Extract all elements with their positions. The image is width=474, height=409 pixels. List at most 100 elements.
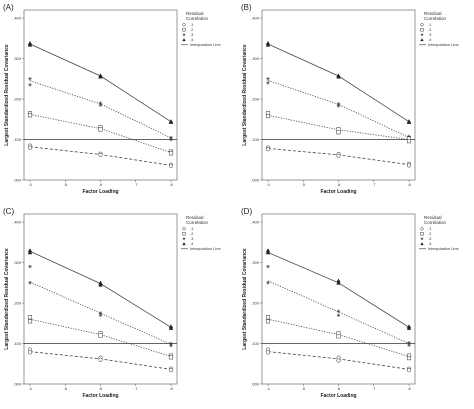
y-tick-label: .000	[13, 178, 22, 183]
y-axis-label: Largest Standardized Residual Covariance	[242, 248, 248, 350]
legend-item: .2	[428, 27, 432, 32]
data-point-star	[98, 313, 103, 317]
data-point-square	[265, 319, 271, 324]
data-point-star	[336, 309, 341, 313]
series-line-4	[267, 43, 410, 123]
data-point-star	[98, 103, 103, 107]
legend-marker-star	[420, 237, 424, 241]
data-point-triangle	[98, 73, 103, 78]
legend-item: .2	[428, 231, 432, 236]
panel-title: (B)	[241, 3, 252, 12]
data-point-circle	[265, 350, 271, 355]
panel-title: (C)	[3, 207, 14, 216]
legend-marker-square	[420, 232, 424, 236]
y-tick-label: .100	[13, 341, 22, 346]
data-point-star	[266, 77, 270, 81]
y-tick-label: .100	[251, 341, 260, 346]
series-line-3	[29, 281, 172, 345]
legend-item: Interpolation Line	[190, 246, 221, 251]
data-point-circle	[98, 152, 103, 157]
y-tick-label: .000	[13, 382, 22, 387]
legend-marker-square	[420, 28, 424, 32]
data-point-triangle	[168, 325, 174, 330]
data-point-square	[336, 130, 341, 135]
series-line-2	[267, 114, 410, 140]
x-axis-label: Factor Loading	[320, 393, 356, 399]
data-point-triangle	[27, 248, 33, 253]
y-tick-label: .200	[251, 97, 260, 102]
legend-marker-circle	[182, 227, 186, 231]
y-tick-label: .300	[251, 260, 260, 265]
data-point-star	[28, 281, 32, 285]
y-tick-label: .400	[13, 16, 22, 21]
legend-item: .3	[428, 236, 432, 241]
x-tick-label: .8	[407, 386, 411, 391]
y-axis-label: Largest Standardized Residual Covariance	[4, 248, 10, 350]
data-point-circle	[406, 163, 412, 168]
x-tick-label: .6	[337, 386, 341, 391]
data-point-triangle	[336, 73, 341, 78]
data-point-circle	[98, 357, 103, 362]
y-tick-label: .400	[13, 220, 22, 225]
panel-title: (A)	[3, 3, 14, 12]
data-point-square	[265, 113, 271, 119]
x-tick-label: .5	[64, 386, 68, 391]
x-tick-label: .8	[169, 182, 173, 187]
data-point-star	[266, 281, 270, 285]
data-point-square	[406, 139, 412, 144]
x-tick-label: .4	[28, 386, 32, 391]
data-point-square	[98, 127, 103, 132]
legend-item: Interpolation Line	[428, 246, 459, 251]
legend-marker-star	[182, 33, 186, 37]
legend-title-line: Correlation	[186, 220, 209, 225]
y-tick-label: .300	[13, 260, 22, 265]
data-point-star	[266, 264, 270, 269]
legend-item: .3	[190, 236, 194, 241]
legend-marker-circle	[182, 23, 186, 27]
data-point-circle	[336, 358, 341, 363]
data-point-star	[28, 83, 32, 87]
panel-title: (D)	[241, 207, 252, 216]
y-tick-label: .400	[251, 16, 260, 21]
y-tick-label: .400	[251, 220, 260, 225]
series-line-2	[29, 318, 172, 357]
data-point-star	[336, 104, 341, 108]
y-tick-label: .300	[251, 56, 260, 61]
y-tick-label: .200	[13, 301, 22, 306]
x-tick-label: .6	[99, 182, 103, 187]
legend-marker-circle	[420, 23, 424, 27]
legend-marker-triangle	[182, 38, 186, 42]
legend-title-line: Residual	[186, 215, 204, 220]
legend-item: .3	[428, 32, 432, 37]
legend-title-line: Correlation	[424, 16, 447, 21]
x-tick-label: .7	[372, 182, 376, 187]
y-tick-label: .100	[13, 137, 22, 142]
legend-item: .1	[428, 226, 432, 231]
series-line-3	[267, 280, 410, 344]
legend-item: .1	[190, 226, 194, 231]
legend-title-line: Correlation	[186, 16, 209, 21]
data-point-star	[28, 77, 32, 81]
data-point-triangle	[406, 325, 412, 330]
legend-marker-circle	[420, 227, 424, 231]
x-tick-label: .7	[134, 386, 138, 391]
data-point-triangle	[168, 119, 174, 124]
data-point-circle	[336, 153, 341, 158]
data-point-triangle	[265, 250, 271, 255]
x-tick-label: .5	[302, 386, 306, 391]
data-point-star	[98, 101, 103, 105]
legend-marker-square	[182, 28, 186, 32]
data-point-square	[27, 315, 33, 320]
series-line-4	[29, 43, 172, 123]
x-tick-label: .5	[302, 182, 306, 187]
data-point-circle	[406, 368, 412, 373]
data-point-circle	[27, 145, 33, 150]
y-tick-label: .000	[251, 178, 260, 183]
y-axis-label: Largest Standardized Residual Covariance	[4, 44, 10, 146]
chart-panel-2: (B) .000 .100 .200 .300 .400 .4 .5 .6 .7 .8 Factor …	[241, 3, 459, 195]
data-point-triangle	[406, 119, 412, 124]
legend-item: .1	[428, 22, 432, 27]
data-point-square	[265, 315, 271, 320]
data-point-star	[169, 341, 173, 346]
